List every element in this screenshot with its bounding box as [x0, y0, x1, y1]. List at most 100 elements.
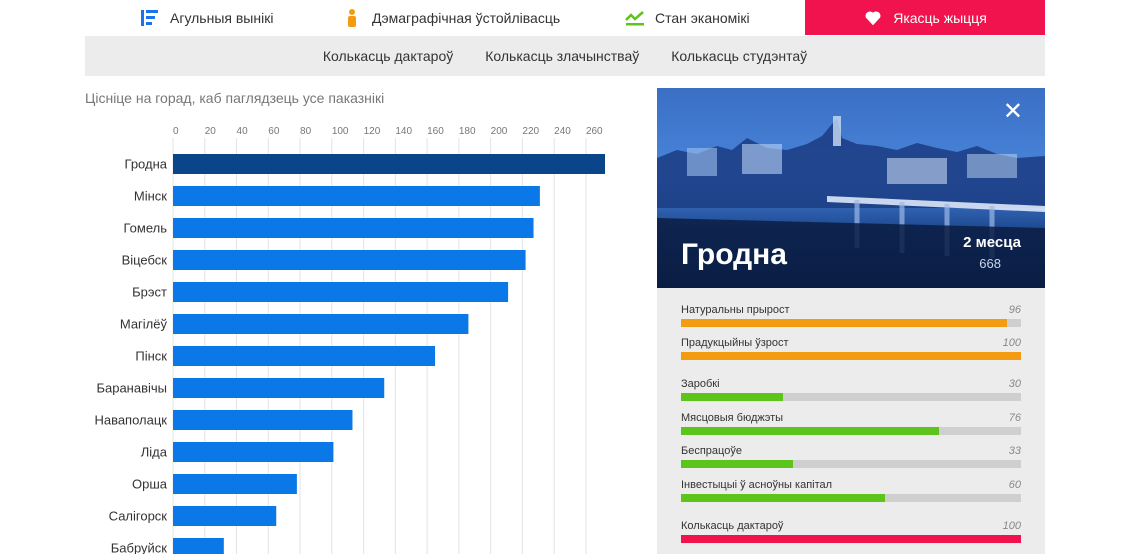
top-navigation: Агульныя вынікі Дэмаграфічная ўстойлівас…: [0, 0, 1143, 35]
metric-label: Прадукцыйны ўзрост: [681, 337, 789, 349]
x-tick-label: 80: [300, 126, 312, 137]
category-label[interactable]: Пінск: [135, 349, 167, 364]
category-label[interactable]: Гомель: [124, 221, 168, 236]
category-label[interactable]: Бабруйск: [111, 541, 168, 554]
bar-12[interactable]: [173, 538, 224, 554]
x-tick-label: 160: [427, 126, 444, 137]
x-tick-label: 200: [491, 126, 508, 137]
category-label[interactable]: Наваполацк: [94, 413, 167, 428]
x-tick-label: 180: [459, 126, 476, 137]
metric-row: Натуральны прырост 96: [681, 304, 1021, 334]
x-tick-label: 220: [522, 126, 539, 137]
bar-11[interactable]: [173, 506, 277, 526]
metric-value: 100: [1002, 520, 1021, 532]
person-icon: [342, 8, 362, 28]
heart-icon: [863, 8, 883, 28]
city-name: Гродна: [681, 238, 787, 271]
category-label[interactable]: Баранавічы: [96, 381, 167, 396]
sub-navigation: Колькасць дактароў Колькасць злачынстваў…: [85, 36, 1045, 76]
tab-demographic-stability[interactable]: Дэмаграфічная ўстойлівасць: [342, 0, 560, 35]
x-tick-label: 260: [586, 126, 603, 137]
x-tick-label: 0: [173, 126, 179, 137]
metric-bar-track: [681, 535, 1021, 543]
tab-overall-results[interactable]: Агульныя вынікі: [140, 0, 273, 35]
close-icon[interactable]: ✕: [1002, 98, 1023, 125]
metric-label: Інвестыцыі ў асноўны капітал: [681, 479, 833, 491]
metric-label: Колькасць дактароў: [681, 520, 784, 532]
city-skyline-image: [657, 88, 1045, 288]
x-tick-label: 140: [395, 126, 412, 137]
subtab-students[interactable]: Колькасць студэнтаў: [671, 48, 808, 64]
metric-value: 96: [1008, 304, 1021, 316]
bar-chart: 0 20 40 60 80 100 120 140 160 180 200 220 240 260 Грод…: [94, 126, 605, 554]
tab-economy-state[interactable]: Стан эканомікі: [625, 0, 750, 35]
bar-5[interactable]: [173, 314, 469, 334]
bar-4[interactable]: [173, 282, 509, 302]
metric-bar-track: [681, 352, 1021, 360]
category-label[interactable]: Віцебск: [122, 253, 168, 268]
metric-bar-track: [681, 319, 1021, 327]
metric-value: 30: [1008, 378, 1021, 390]
metric-label: Натуральны прырост: [681, 304, 790, 316]
bar-2[interactable]: [173, 218, 534, 238]
tab-label: Агульныя вынікі: [170, 9, 274, 26]
city-score: 668: [979, 256, 1001, 271]
category-label[interactable]: Ліда: [141, 445, 168, 460]
metric-bar-fill: [681, 319, 1008, 327]
metric-bar-track: [681, 393, 1021, 401]
x-tick-label: 240: [554, 126, 571, 137]
category-label[interactable]: Магілёў: [120, 317, 168, 332]
metric-value: 100: [1002, 337, 1021, 349]
metric-bar-fill: [681, 494, 885, 502]
x-tick-label: 120: [364, 126, 381, 137]
tab-label: Стан эканомікі: [655, 9, 750, 26]
bar-9[interactable]: [173, 442, 334, 462]
x-tick-label: 20: [205, 126, 217, 137]
tab-quality-of-life[interactable]: Якасць жыцця: [805, 0, 1045, 35]
metric-row: Прадукцыйны ўзрост 100: [681, 337, 1021, 367]
metric-row: Заробкі 30: [681, 378, 1021, 408]
metric-bar-fill: [681, 460, 794, 468]
metric-label: Заробкі: [681, 378, 720, 390]
metric-row: Інвестыцыі ў асноўны капітал 60: [681, 479, 1021, 509]
city-detail-panel: Гродна 2 месца 668 ✕ Натуральны прырост 9…: [657, 88, 1045, 554]
tab-label: Якасць жыцця: [893, 9, 987, 26]
trend-icon: [625, 8, 645, 28]
category-label[interactable]: Мінск: [134, 189, 167, 204]
metric-bar-track: [681, 427, 1021, 435]
category-label[interactable]: Брэст: [132, 285, 167, 300]
category-label[interactable]: Гродна: [125, 157, 168, 172]
metric-label: Мясцовыя бюджэты: [681, 412, 784, 424]
metric-value: 33: [1008, 445, 1021, 457]
city-photo: Гродна 2 месца 668 ✕: [657, 88, 1045, 288]
metric-row: Колькасць дактароў 100: [681, 520, 1021, 550]
subtab-crimes[interactable]: Колькасць злачынстваў: [485, 48, 640, 64]
metric-value: 76: [1008, 412, 1021, 424]
subtab-doctors[interactable]: Колькасць дактароў: [322, 48, 454, 64]
bar-6[interactable]: [173, 346, 436, 366]
bar-7[interactable]: [173, 378, 385, 398]
category-label[interactable]: Орша: [132, 477, 168, 492]
x-tick-label: 40: [237, 126, 249, 137]
metric-value: 60: [1008, 479, 1021, 491]
metric-bar-track: [681, 460, 1021, 468]
x-tick-label: 100: [332, 126, 349, 137]
metric-row: Беспрацоўе 33: [681, 445, 1021, 475]
metric-label: Беспрацоўе: [681, 445, 742, 457]
tab-label: Дэмаграфічная ўстойлівасць: [372, 9, 561, 26]
metric-bar-fill: [681, 393, 783, 401]
chart-hint: Цісніце на горад, каб паглядзець усе пак…: [85, 90, 385, 106]
city-rank: 2 месца: [963, 234, 1021, 251]
metric-bar-track: [681, 494, 1021, 502]
metric-bar-fill: [681, 535, 1021, 543]
metric-row: Мясцовыя бюджэты 76: [681, 412, 1021, 442]
bar-0[interactable]: [173, 154, 605, 174]
bar-3[interactable]: [173, 250, 526, 270]
bar-10[interactable]: [173, 474, 297, 494]
metric-bar-fill: [681, 427, 940, 435]
bar-8[interactable]: [173, 410, 353, 430]
list-icon: [140, 8, 160, 28]
category-label[interactable]: Салігорск: [109, 509, 168, 524]
metric-bar-fill: [681, 352, 1021, 360]
bar-1[interactable]: [173, 186, 540, 206]
